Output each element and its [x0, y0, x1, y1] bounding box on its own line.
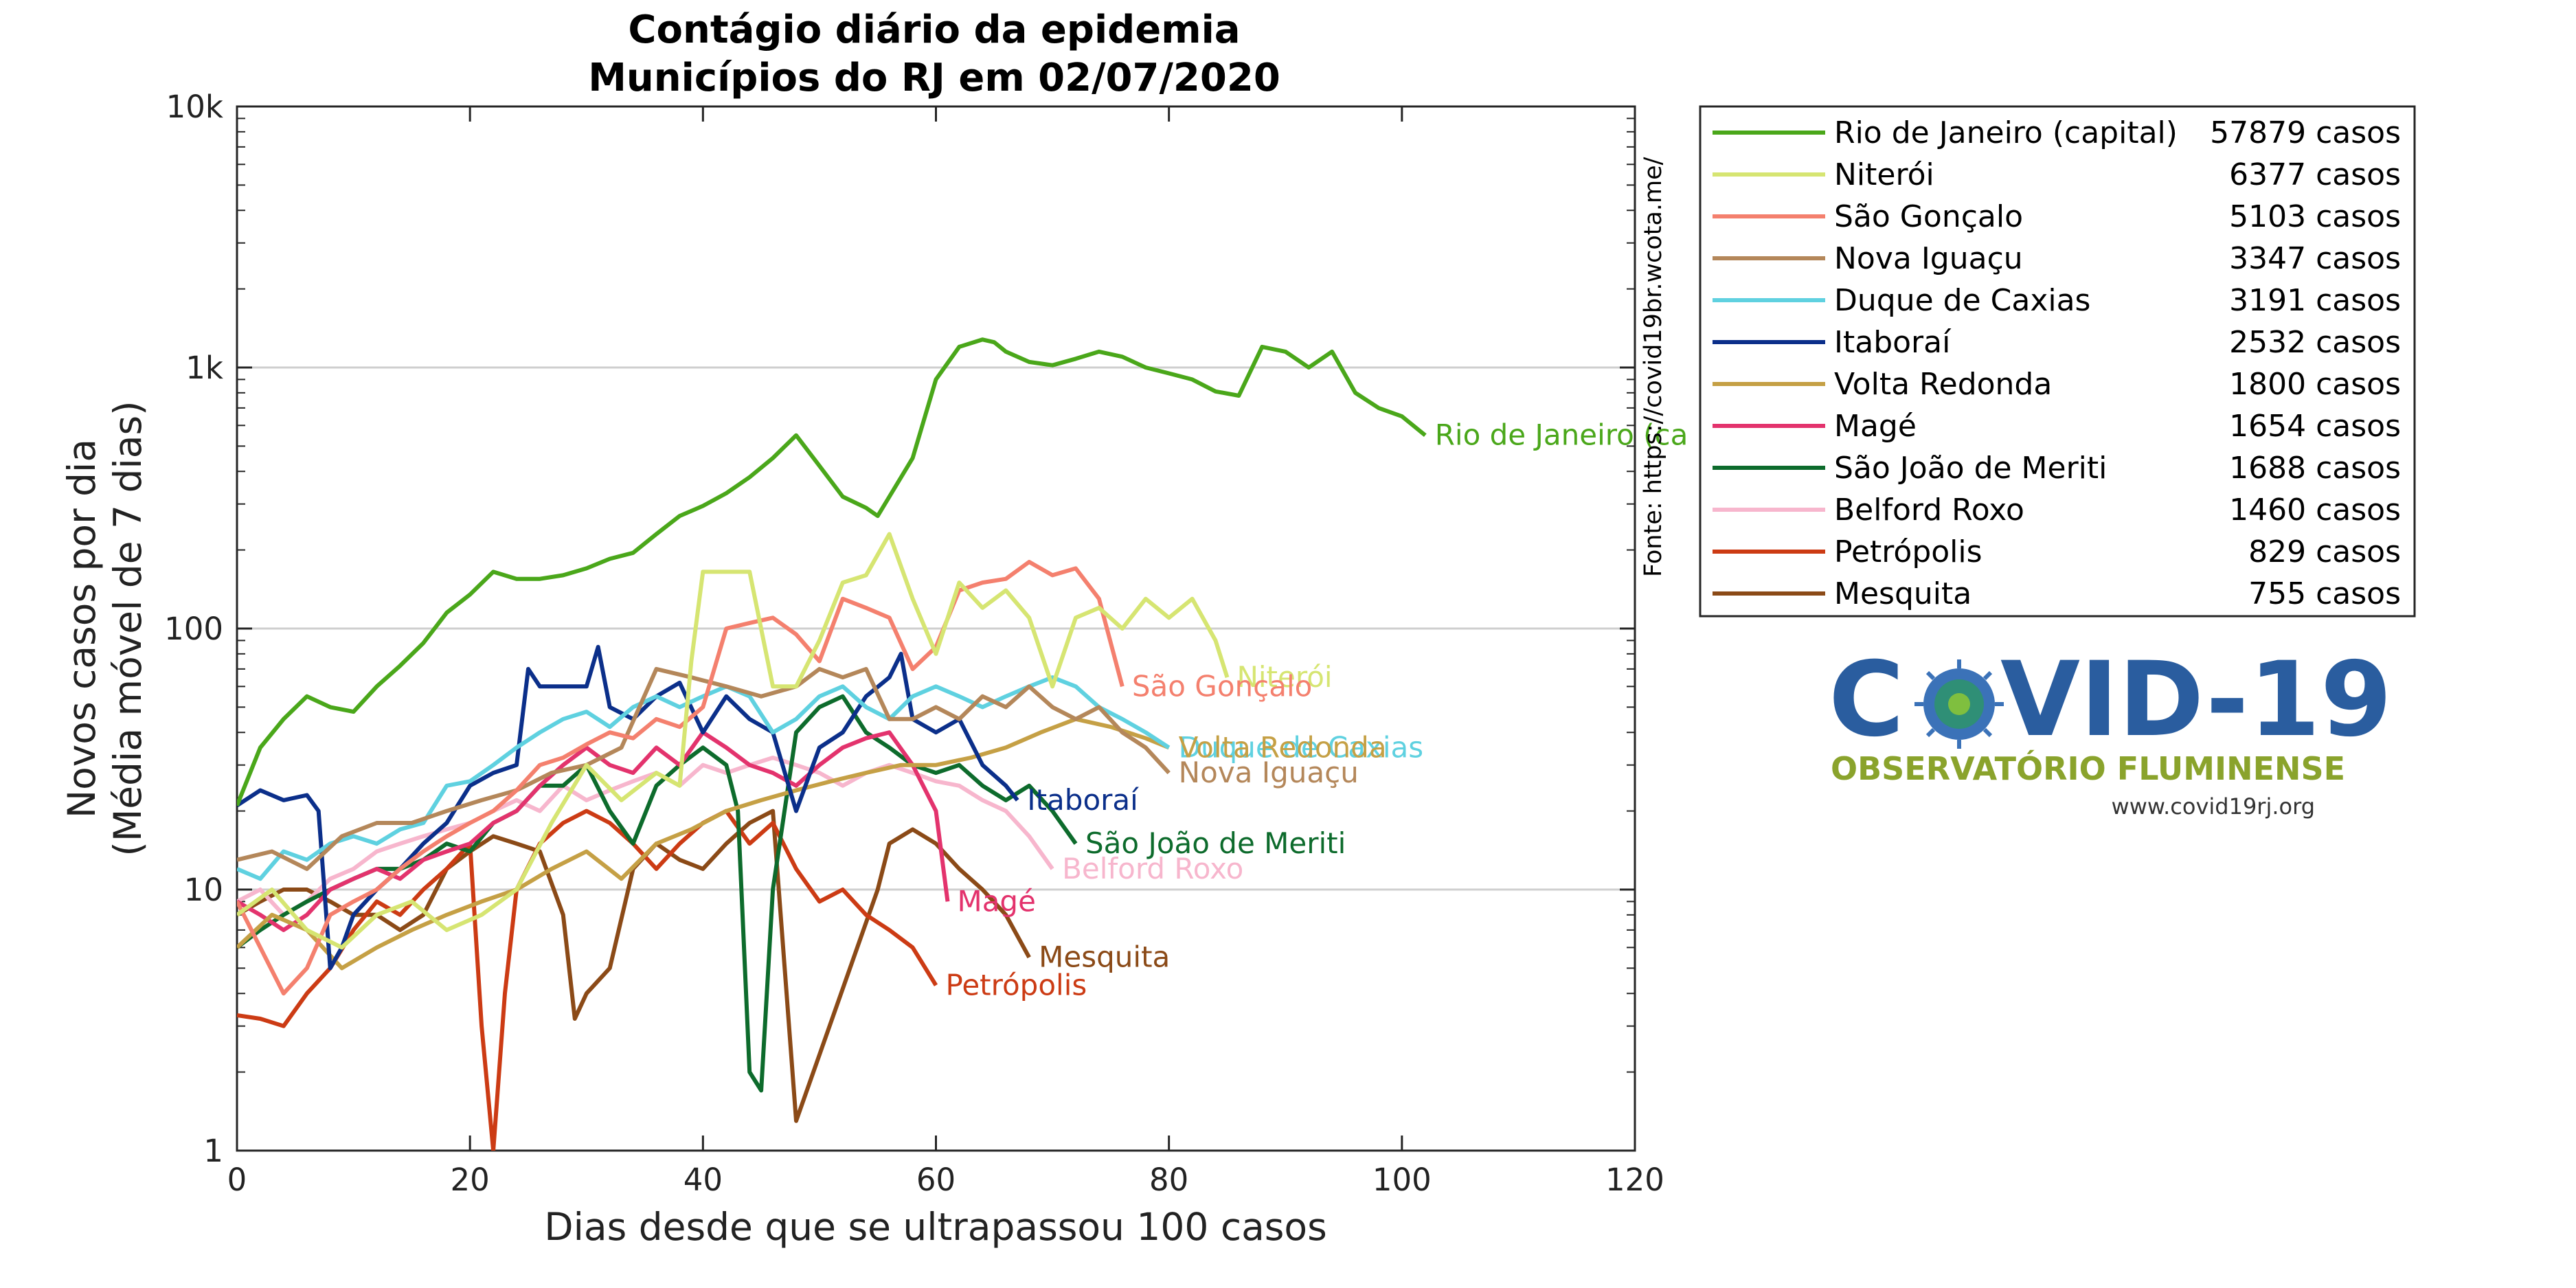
x-tick-label: 100 [1372, 1162, 1432, 1198]
y-tick-label: 1 [203, 1133, 223, 1169]
legend: Rio de Janeiro (capital) 57879 casos Niter… [1713, 115, 2401, 611]
legend-series-name: Petrópolis [1834, 534, 1982, 569]
series-line [237, 560, 1125, 996]
grid-layer [237, 366, 1635, 891]
series-end-label: Niterói [1236, 660, 1332, 694]
series-line [237, 675, 1171, 881]
legend-case-count: 6377 casos [2229, 157, 2401, 192]
legend-entry: São Gonçalo 5103 casos [1713, 199, 2401, 234]
y-axis-label-line-2: (Média móvel de 7 dias) [106, 400, 150, 856]
legend-case-count: 57879 casos [2210, 115, 2401, 150]
legend-series-name: São João de Meriti [1834, 451, 2107, 486]
legend-series-name: São Gonçalo [1834, 199, 2023, 234]
legend-entry: Duque de Caxias 3191 casos [1713, 283, 2401, 318]
series-line [237, 809, 938, 1151]
y-tick-label: 10 [184, 872, 223, 908]
legend-series-name: Mesquita [1834, 576, 1971, 611]
chart-title-line-2: Municípios do RJ em 02/07/2020 [588, 56, 1280, 100]
legend-entry: Mesquita 755 casos [1713, 576, 2401, 611]
series-line [237, 716, 1170, 971]
x-tick-label: 80 [1149, 1162, 1188, 1198]
legend-entry: Nova Iguaçu 3347 casos [1713, 241, 2401, 276]
legend-entry: Belford Roxo 1460 casos [1713, 493, 2401, 528]
virus-icon [1914, 659, 2004, 749]
ticks-layer: 1 10 100 1k 10k 0 20 40 60 80 100 120 [164, 89, 1664, 1198]
legend-case-count: 5103 casos [2229, 199, 2401, 234]
legend-case-count: 3191 casos [2229, 283, 2401, 318]
legend-entry: Niterói 6377 casos [1713, 157, 2401, 192]
legend-entry: Volta Redonda 1800 casos [1713, 367, 2401, 402]
legend-box [1699, 105, 2416, 618]
x-axis-label: Dias desde que se ultrapassou 100 casos [544, 1205, 1326, 1249]
legend-entry: Itaboraí 2532 casos [1713, 325, 2401, 360]
covid-observatorio-logo: C VID-19 OBSERVATÓRIO FLUMINENSE www.cov… [1829, 640, 2392, 820]
logo-word-right: VID-19 [2000, 640, 2392, 760]
y-tick-label: 100 [164, 611, 223, 647]
series-end-label: Itaboraí [1027, 783, 1139, 817]
legend-series-name: Niterói [1834, 157, 1934, 192]
legend-case-count: 829 casos [2248, 534, 2401, 569]
legend-entry: São João de Meriti 1688 casos [1713, 451, 2401, 486]
legend-entry: Magé 1654 casos [1713, 409, 2401, 444]
legend-series-name: Magé [1834, 409, 1917, 444]
legend-case-count: 1460 casos [2229, 493, 2401, 528]
legend-case-count: 1654 casos [2229, 409, 2401, 444]
x-tick-label: 40 [683, 1162, 723, 1198]
chart-title-line-1: Contágio diário da epidemia [628, 8, 1240, 52]
x-tick-label: 120 [1605, 1162, 1664, 1198]
legend-series-name: Belford Roxo [1834, 493, 2024, 528]
series-end-label: Rio de Janeiro (ca [1435, 418, 1688, 452]
legend-series-name: Duque de Caxias [1834, 283, 2090, 318]
series-end-label: Mesquita [1039, 940, 1170, 974]
series-end-label: Nova Iguaçu [1179, 756, 1359, 789]
series-end-label: Belford Roxo [1062, 852, 1243, 885]
series-end-label: São João de Meriti [1085, 826, 1346, 860]
legend-case-count: 1800 casos [2229, 367, 2401, 402]
legend-series-name: Rio de Janeiro (capital) [1834, 115, 2178, 150]
series-end-label: São Gonçalo [1132, 669, 1313, 703]
series-layer [237, 337, 1427, 1151]
legend-entry: Rio de Janeiro (capital) 57879 casos [1713, 115, 2401, 150]
legend-case-count: 755 casos [2248, 576, 2401, 611]
series-line [237, 730, 950, 932]
series-end-label: Duque de Caxias [1179, 730, 1423, 764]
legend-entry: Petrópolis 829 casos [1713, 534, 2401, 569]
logo-word-left: C [1829, 640, 1904, 760]
legend-series-name: Nova Iguaçu [1834, 241, 2023, 276]
legend-series-name: Volta Redonda [1834, 367, 2052, 402]
series-end-label: Petrópolis [946, 968, 1087, 1002]
y-tick-label: 1k [185, 350, 223, 386]
logo-url: www.covid19rj.org [2112, 793, 2315, 820]
series-end-label: Volta Redonda [1179, 730, 1387, 764]
logo-subtitle: OBSERVATÓRIO FLUMINENSE [1831, 750, 2345, 787]
x-tick-label: 20 [451, 1162, 490, 1198]
y-tick-label: 10k [166, 89, 223, 125]
legend-case-count: 3347 casos [2229, 241, 2401, 276]
series-line [237, 532, 1230, 950]
x-tick-label: 60 [916, 1162, 956, 1198]
legend-series-name: Itaboraí [1834, 325, 1952, 360]
x-tick-label: 0 [227, 1162, 247, 1198]
y-axis-label-line-1: Novos casos por dia [60, 439, 104, 818]
series-line [237, 644, 1019, 971]
series-end-label: Magé [957, 884, 1035, 918]
source-label: Fonte: https://covid19br.wcota.me/ [1640, 157, 1667, 577]
legend-case-count: 2532 casos [2229, 325, 2401, 360]
legend-case-count: 1688 casos [2229, 451, 2401, 486]
series-line [237, 337, 1427, 806]
